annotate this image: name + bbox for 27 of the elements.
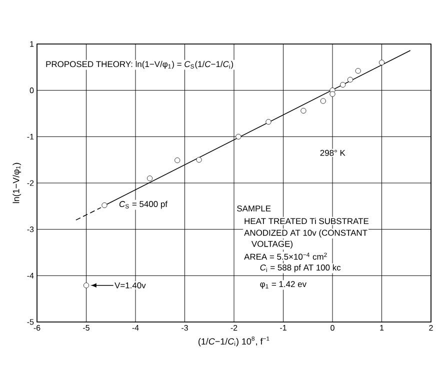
y-axis-title: ln(1−V/φ$_{1}$) <box>12 162 22 204</box>
point <box>300 108 306 114</box>
point <box>266 119 272 125</box>
text: PROPOSED THEORY: ln(1−V/φ$_{1}$) = C$_{S}$(1/C−1/C$_{i}$) <box>46 60 234 69</box>
text: (1/C−1/C$_{i}$) 10$^{8}$, f$^{−1}$ <box>198 336 270 346</box>
annotation: SAMPLE <box>237 205 271 212</box>
annotation: V=1.40v <box>114 282 146 288</box>
point <box>347 76 354 82</box>
annotation: φ$_{1}$ = 1.42 ev <box>260 281 306 289</box>
annotation: C$_{i}$ = 588 pf AT 100 kc <box>260 264 341 272</box>
point <box>355 68 361 74</box>
annotation: HEAT TREATED Ti SUBSTRATE <box>244 218 369 224</box>
annotation: C$_{S}$ = 5400 pf <box>119 200 168 209</box>
point <box>174 158 180 164</box>
annotation: AREA = 5.5×10$^{−4}$ cm$^{2}$ <box>244 252 327 260</box>
annotation: ANODIZED AT 10v (CONSTANT <box>244 230 368 238</box>
point <box>340 82 346 88</box>
point <box>146 176 153 182</box>
point <box>102 202 108 208</box>
point <box>83 282 90 288</box>
annotation: VOLTAGE) <box>251 240 292 249</box>
point <box>196 157 202 163</box>
point <box>330 91 336 97</box>
annotation: 298° K <box>320 150 346 156</box>
point <box>378 60 385 66</box>
point <box>236 134 242 140</box>
point <box>320 98 326 104</box>
